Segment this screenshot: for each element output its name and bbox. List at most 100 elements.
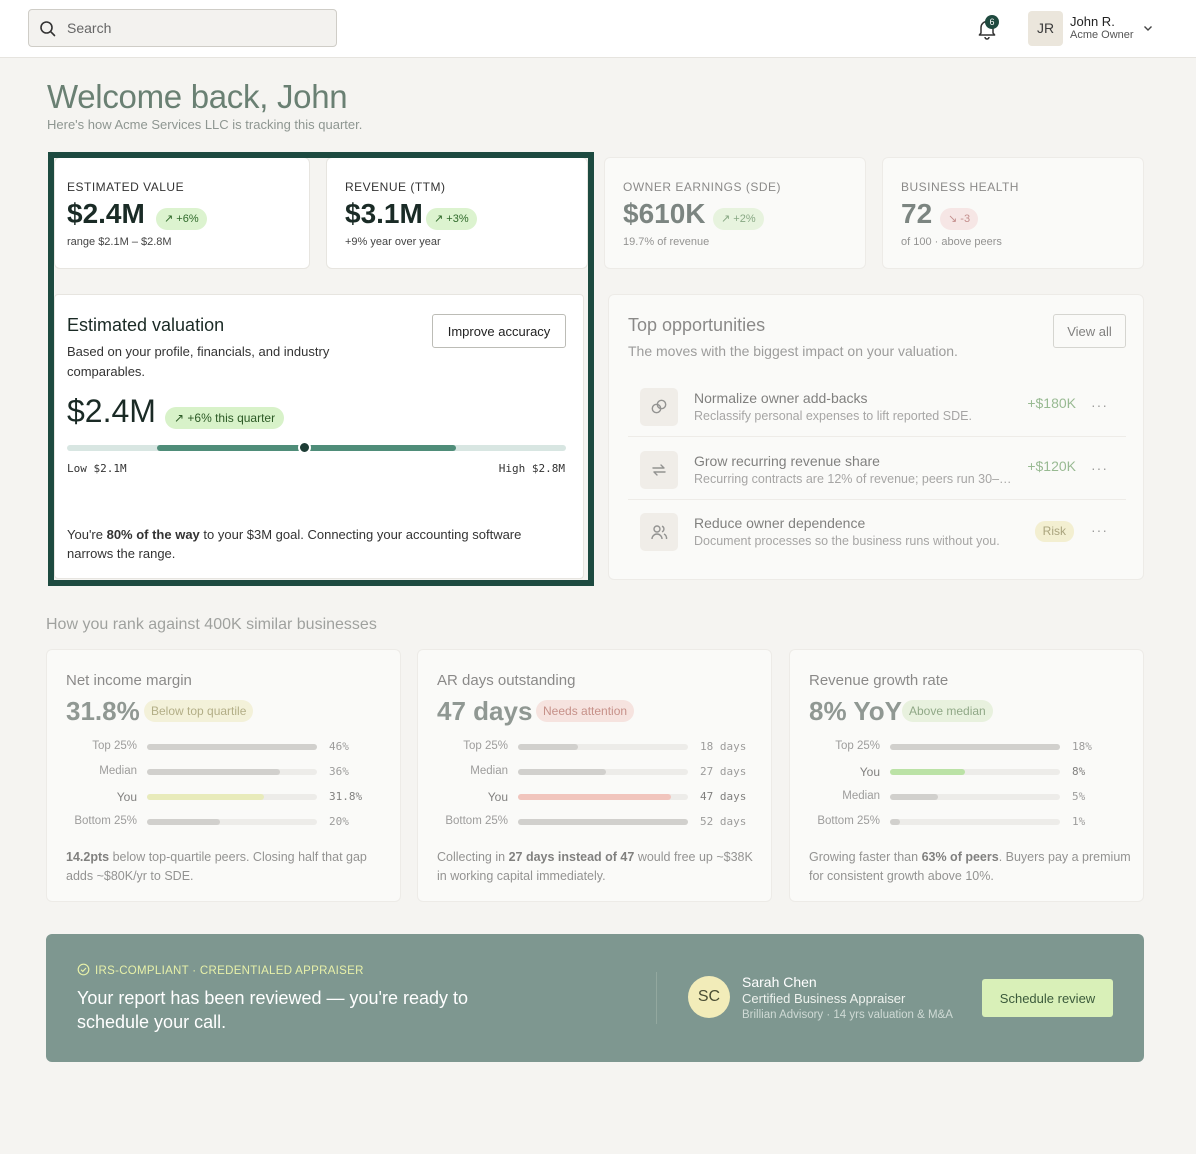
benchmark-row-value: 31.8% xyxy=(329,790,363,803)
kpi-card-estimated-value[interactable]: ESTIMATED VALUE $2.4M ↗ +6% range $2.1M … xyxy=(54,157,310,269)
appraiser-avatar: SC xyxy=(688,976,730,1018)
kpi-card-owner-earnings[interactable]: OWNER EARNINGS (SDE) $610K ↗ +2% 19.7% o… xyxy=(604,157,866,269)
trend-badge: ↗ +6% xyxy=(156,208,207,230)
top-bar: 6 JR John R. Acme Owner xyxy=(0,0,1196,58)
quarter-change-value: +6% this quarter xyxy=(187,411,276,425)
benchmark-row: Bottom 25% 1% xyxy=(790,813,1146,833)
note-text: Collecting in xyxy=(437,850,509,864)
benchmark-row: Median 5% xyxy=(790,788,1146,808)
opportunity-description: Reclassify personal expenses to lift rep… xyxy=(694,409,972,423)
benchmark-bar-you xyxy=(147,794,265,800)
benchmark-bar-track xyxy=(518,769,688,775)
search-box[interactable] xyxy=(28,9,337,47)
benchmark-row-value: 36% xyxy=(329,765,349,778)
trend-badge: ↗ +3% xyxy=(426,208,477,230)
benchmark-bar-you xyxy=(518,794,671,800)
benchmark-row-label: Top 25% xyxy=(92,740,137,752)
benchmark-row-label: Bottom 25% xyxy=(445,815,508,827)
benchmark-bar xyxy=(147,769,280,775)
improve-accuracy-button[interactable]: Improve accuracy xyxy=(432,314,566,348)
more-options-icon[interactable]: ··· xyxy=(1091,460,1108,476)
valuation-card: Estimated valuation Based on your profil… xyxy=(54,294,584,579)
schedule-review-button[interactable]: Schedule review xyxy=(982,979,1113,1017)
page-title: Welcome back, John xyxy=(47,78,348,115)
opportunities-description: The moves with the biggest impact on you… xyxy=(628,343,958,359)
opportunity-name: Normalize owner add-backs xyxy=(694,390,868,406)
benchmark-card-net-income: Net income margin 31.8% Below top quarti… xyxy=(46,649,401,902)
benchmark-row-value: 18 days xyxy=(700,740,747,753)
benchmark-card-revenue-growth: Revenue growth rate 8% YoY Above median … xyxy=(789,649,1144,902)
kpi-label: REVENUE (TTM) xyxy=(345,180,446,194)
status-badge: Above median xyxy=(902,700,993,722)
benchmark-row-label: Median xyxy=(470,765,508,777)
search-icon xyxy=(40,21,56,37)
banner-message: Your report has been reviewed — you're r… xyxy=(77,988,468,1032)
benchmark-card-ar-days: AR days outstanding 47 days Needs attent… xyxy=(417,649,772,902)
benchmark-bar-track xyxy=(518,819,688,825)
user-name[interactable]: John R. xyxy=(1070,14,1115,29)
opportunity-item[interactable]: Reduce owner dependence Document process… xyxy=(628,500,1126,562)
trend-up-icon: ↗ xyxy=(164,213,177,225)
kpi-card-business-health[interactable]: BUSINESS HEALTH 72 ↘ -3 of 100 · above p… xyxy=(882,157,1144,269)
kpi-subtext: range $2.1M – $2.8M xyxy=(67,236,172,248)
opportunity-item[interactable]: Normalize owner add-backs Reclassify per… xyxy=(628,375,1126,437)
note-text: would free up ~$38K in working capital i… xyxy=(437,850,753,883)
kpi-label: OWNER EARNINGS (SDE) xyxy=(623,180,782,194)
benchmark-bar-you xyxy=(890,769,965,775)
benchmark-bar xyxy=(518,744,578,750)
opportunity-impact: +$180K xyxy=(1027,395,1076,411)
search-input[interactable] xyxy=(67,10,327,46)
avatar[interactable]: JR xyxy=(1028,11,1063,46)
benchmark-note: Growing faster than 63% of peers. Buyers… xyxy=(809,848,1134,886)
benchmark-bar-track xyxy=(890,794,1060,800)
opportunity-name: Reduce owner dependence xyxy=(694,515,866,531)
benchmark-row-label: Median xyxy=(99,765,137,777)
benchmark-row: Median 27 days xyxy=(418,763,774,783)
benchmark-value: 8% YoY xyxy=(809,696,902,726)
kpi-label: BUSINESS HEALTH xyxy=(901,180,1019,194)
benchmark-row-value: 5% xyxy=(1072,790,1086,803)
benchmark-bar-track xyxy=(890,769,1060,775)
benchmark-row-value: 27 days xyxy=(700,765,747,778)
trend-up-icon: ↗ xyxy=(174,411,188,425)
more-options-icon[interactable]: ··· xyxy=(1091,397,1108,413)
valuation-description: Based on your profile, financials, and i… xyxy=(67,344,330,379)
trend-badge-value: +6% xyxy=(176,213,199,225)
link-coins-icon xyxy=(651,399,667,414)
kpi-value: $2.4M xyxy=(67,198,145,229)
benchmark-bar-track xyxy=(147,744,317,750)
trend-badge: ↘ -3 xyxy=(940,208,979,230)
benchmark-row-label: Median xyxy=(842,790,880,802)
benchmark-bar xyxy=(147,819,221,825)
kpi-card-revenue[interactable]: REVENUE (TTM) $3.1M ↗ +3% +9% year over … xyxy=(326,157,588,269)
note-text: to your $3M goal. Connecting your accoun… xyxy=(67,527,522,561)
benchmark-bar xyxy=(890,744,1060,750)
benchmark-row-value: 20% xyxy=(329,815,349,828)
more-options-icon[interactable]: ··· xyxy=(1091,522,1108,538)
benchmark-row-value: 52 days xyxy=(700,815,747,828)
status-badge: Below top quartile xyxy=(144,700,254,722)
trend-badge-value: +3% xyxy=(446,213,469,225)
benchmark-row: You 31.8% xyxy=(47,788,403,808)
benchmark-bar-track xyxy=(518,794,688,800)
view-all-button[interactable]: View all xyxy=(1053,314,1126,348)
repeat-icon xyxy=(652,464,666,476)
valuation-range-bar xyxy=(67,441,566,454)
opportunity-description: Recurring contracts are 12% of revenue; … xyxy=(694,472,1014,486)
benchmark-bar xyxy=(890,794,938,800)
opportunity-impact: +$120K xyxy=(1027,458,1076,474)
benchmark-row-label: Top 25% xyxy=(463,740,508,752)
trend-up-icon: ↗ xyxy=(721,213,734,225)
appraiser-role: Certified Business Appraiser xyxy=(742,991,906,1006)
benchmark-bar xyxy=(147,744,317,750)
chevron-down-icon[interactable] xyxy=(1142,22,1154,34)
kpi-subtext: 19.7% of revenue xyxy=(623,236,710,248)
page-subtitle: Here's how Acme Services LLC is tracking… xyxy=(47,117,363,132)
benchmark-note: Collecting in 27 days instead of 47 woul… xyxy=(437,848,762,886)
opportunity-item[interactable]: Grow recurring revenue share Recurring c… xyxy=(628,438,1126,500)
opportunity-icon-box xyxy=(640,513,678,551)
benchmark-note: 14.2pts below top-quartile peers. Closin… xyxy=(66,848,391,886)
benchmark-row-value: 1% xyxy=(1072,815,1086,828)
valuation-marker[interactable] xyxy=(297,441,311,454)
opportunities-card: Top opportunities The moves with the big… xyxy=(608,294,1144,580)
